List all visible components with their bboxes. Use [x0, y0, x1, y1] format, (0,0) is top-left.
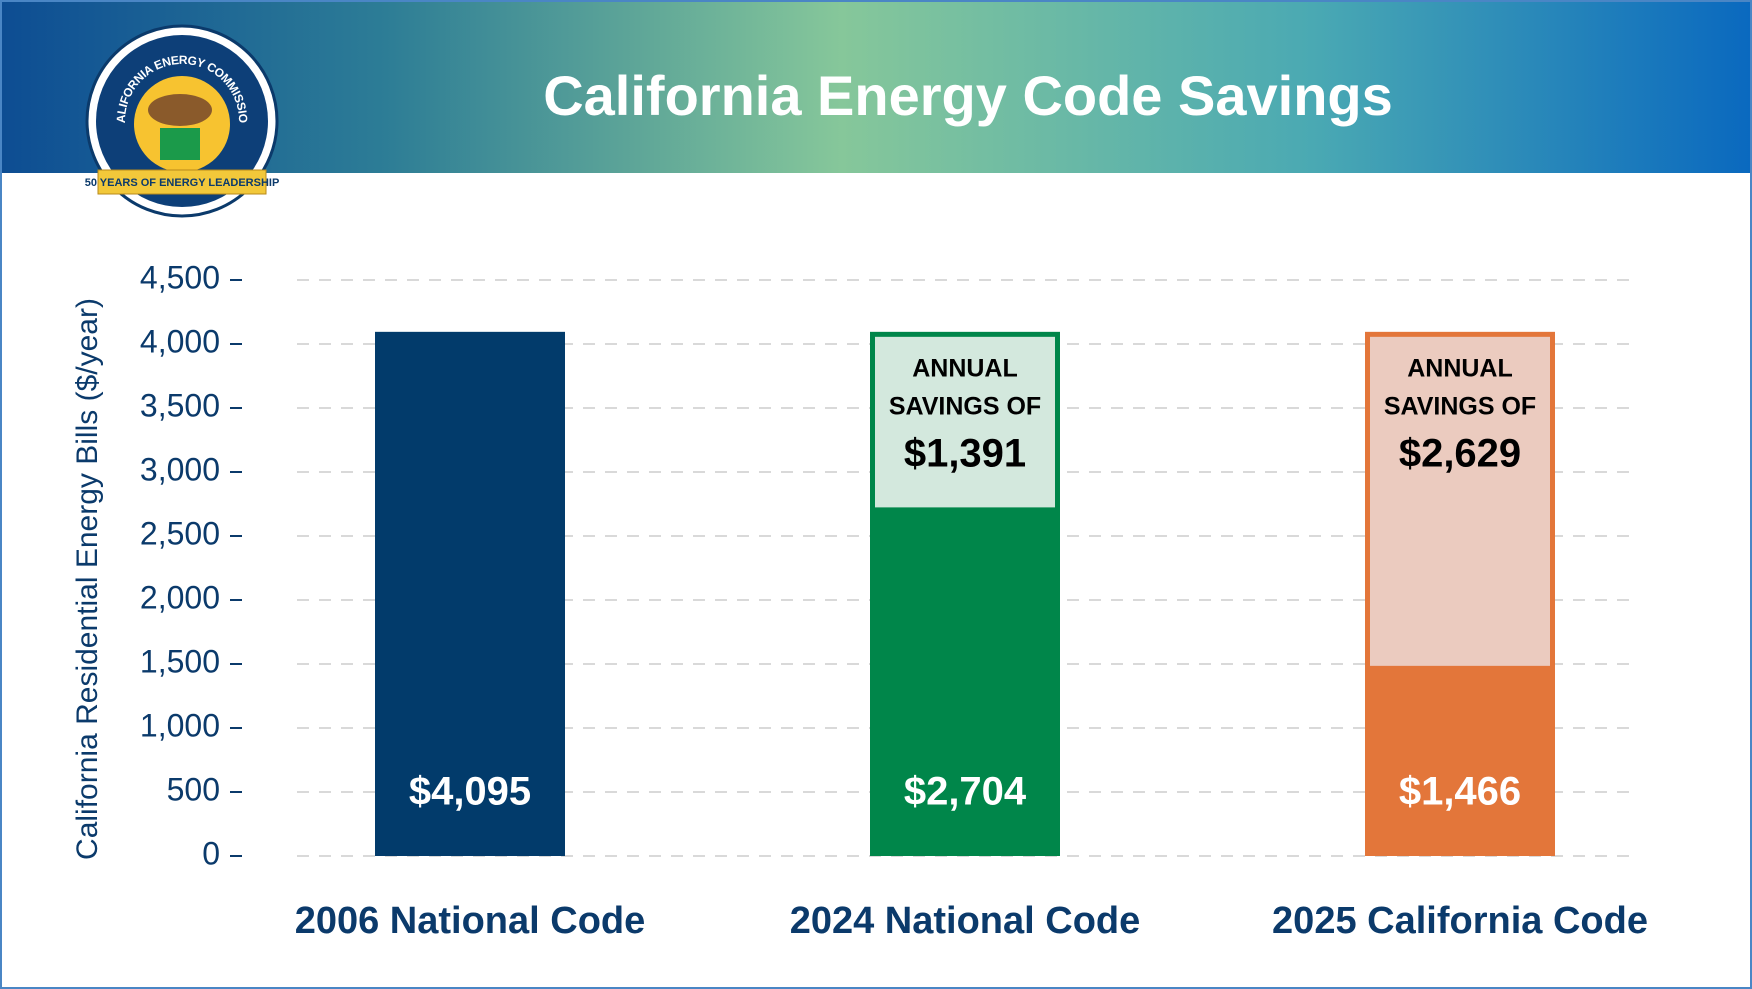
- x-tick-label: 2025 California Code: [1272, 900, 1648, 942]
- savings-value-label: $1,391: [904, 431, 1026, 475]
- x-tick-label: 2006 National Code: [295, 900, 646, 942]
- logo: CALIFORNIA ENERGY COMMISSION 50 YEARS OF…: [0, 0, 280, 218]
- y-tick-label: 1,500: [140, 643, 220, 679]
- y-tick-label: 1,000: [140, 707, 220, 743]
- y-tick-label: 3,000: [140, 451, 220, 487]
- bar-value-label: $4,095: [409, 770, 531, 814]
- bar-value-label: $1,466: [1399, 770, 1521, 814]
- y-tick-label: 4,000: [140, 323, 220, 359]
- savings-value-label: $2,629: [1399, 431, 1521, 475]
- y-tick-label: 3,500: [140, 387, 220, 423]
- logo-bear: [148, 94, 212, 126]
- header: [2, 2, 1750, 173]
- bar: [375, 331, 565, 857]
- logo-box: [160, 128, 200, 160]
- logo-ribbon-text: 50 YEARS OF ENERGY LEADERSHIP: [85, 177, 280, 189]
- savings-bar: [1365, 331, 1555, 671]
- bar-value-label: $2,704: [904, 770, 1027, 814]
- savings-label: SAVINGS OF: [1384, 392, 1536, 420]
- y-tick-label: 2,000: [140, 579, 220, 615]
- x-tick-label: 2024 National Code: [790, 900, 1141, 942]
- bar: [1365, 668, 1555, 856]
- y-tick-label: 0: [202, 835, 220, 871]
- savings-label: ANNUAL: [912, 354, 1018, 382]
- savings-bar: [870, 331, 1060, 513]
- y-tick-label: 2,500: [140, 515, 220, 551]
- savings-label: ANNUAL: [1407, 354, 1513, 382]
- y-axis-title: California Residential Energy Bills ($/y…: [71, 298, 104, 860]
- bar: [870, 509, 1060, 856]
- y-tick-label: 4,500: [140, 259, 220, 295]
- chart-title: California Energy Code Savings: [543, 64, 1393, 127]
- logo-ribbon: [97, 169, 267, 195]
- savings-label: SAVINGS OF: [889, 392, 1041, 420]
- y-tick-label: 500: [167, 771, 220, 807]
